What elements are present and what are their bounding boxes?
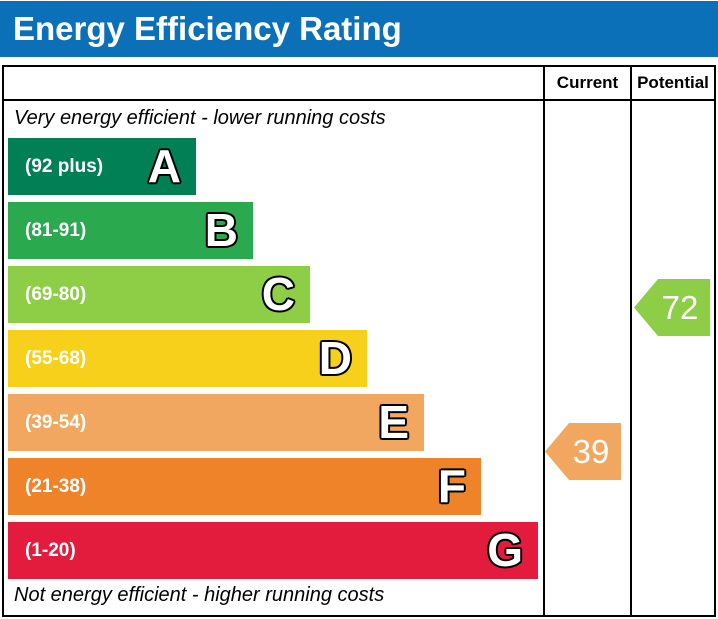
header-row-divider [2, 99, 716, 101]
band-b-letter: B [204, 203, 238, 256]
band-e-range: (39-54) [25, 411, 87, 433]
band-f-letter: F [437, 459, 466, 512]
band-g-letter: G [487, 523, 523, 576]
column-divider-current [543, 65, 545, 617]
chart-title: Energy Efficiency Rating [13, 10, 402, 47]
potential-rating-value: 72 [661, 288, 699, 326]
band-e-letter: E [378, 395, 409, 448]
band-d-letter: D [318, 331, 352, 384]
band-g-range: (1-20) [25, 539, 76, 561]
caption-not-efficient: Not energy efficient - higher running co… [14, 584, 385, 606]
chart-title-bar: Energy Efficiency Rating [0, 1, 718, 57]
column-header-current: Current [556, 73, 619, 92]
band-a-letter: A [147, 139, 181, 192]
band-a: (92 plus) A [8, 138, 196, 195]
band-e: (39-54) E [8, 394, 424, 451]
band-b-range: (81-91) [25, 219, 87, 241]
band-c-range: (69-80) [25, 283, 87, 305]
band-f-range: (21-38) [25, 475, 87, 497]
band-b: (81-91) B [8, 202, 253, 259]
band-f: (21-38) F [8, 458, 481, 515]
band-c-letter: C [261, 267, 295, 320]
band-d-range: (55-68) [25, 347, 87, 369]
band-c: (69-80) C [8, 266, 310, 323]
current-rating-value: 39 [572, 432, 610, 470]
column-header-potential: Potential [637, 73, 709, 92]
band-a-range: (92 plus) [25, 155, 104, 177]
column-divider-potential [630, 65, 632, 617]
caption-very-efficient: Very energy efficient - lower running co… [14, 107, 386, 129]
band-g: (1-20) G [8, 522, 538, 579]
band-d: (55-68) D [8, 330, 367, 387]
